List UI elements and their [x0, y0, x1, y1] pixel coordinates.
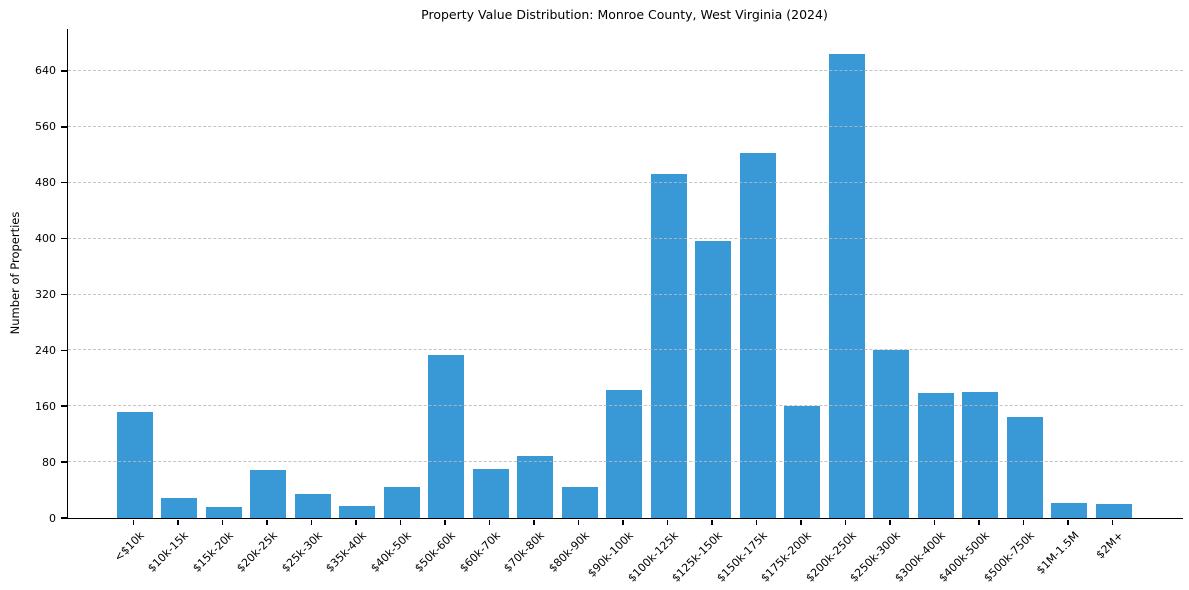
y-tick-mark-640	[61, 70, 67, 72]
x-tick-mark	[800, 520, 802, 525]
bar-$175k-200k	[784, 406, 820, 518]
x-tick-label: $60k-70k	[456, 529, 503, 575]
x-tick-label: $15k-20k	[189, 529, 236, 575]
bar-$100k-125k	[650, 173, 687, 518]
bar-$15k-20k	[205, 506, 242, 518]
bar-$20k-25k	[250, 469, 286, 518]
y-tick-mark-160	[61, 405, 67, 407]
x-tick-mark	[266, 520, 268, 525]
y-tick-mark-0	[61, 517, 67, 519]
gridline-y-240	[68, 349, 1183, 351]
x-tick-mark	[533, 520, 535, 525]
x-tick-mark	[577, 520, 580, 525]
bar-$40k-50k	[383, 487, 420, 518]
bar-$150k-175k	[739, 152, 776, 518]
x-tick-label: $40k-50k	[367, 529, 414, 575]
bar-$70k-80k	[517, 455, 553, 518]
y-tick-label-80: 80	[42, 455, 56, 469]
y-tick-label-320: 320	[35, 288, 56, 301]
y-tick-label-480: 480	[35, 176, 56, 190]
x-tick-mark	[844, 520, 847, 525]
x-tick-mark	[1111, 520, 1114, 525]
x-tick-mark	[666, 520, 669, 525]
x-tick-label: $35k-40k	[323, 529, 370, 575]
bar-$250k-300k	[873, 349, 909, 518]
x-tick-label: $50k-60k	[412, 529, 459, 575]
bar-$80k-90k	[561, 486, 598, 518]
gridline-y-480	[68, 181, 1183, 183]
bar-$2M+	[1095, 504, 1132, 518]
x-tick-mark	[177, 520, 179, 525]
bar-<$10k	[116, 411, 153, 518]
y-tick-mark-560	[61, 126, 67, 128]
y-axis-label: Number of Properties	[8, 211, 22, 335]
plot-area	[67, 29, 1183, 519]
bar-$60k-70k	[472, 469, 509, 518]
y-tick-label-240: 240	[35, 343, 56, 357]
bar-$35k-40k	[339, 506, 375, 518]
y-tick-label-400: 400	[35, 232, 56, 246]
bar-$200k-250k	[828, 54, 865, 518]
x-tick-mark	[310, 520, 313, 525]
bar-$400k-500k	[962, 391, 998, 518]
x-tick-mark	[889, 520, 891, 525]
x-tick-label: $2M+	[1093, 529, 1126, 562]
bar-$25k-30k	[294, 494, 331, 518]
x-tick-label: $20k-25k	[234, 529, 281, 575]
bar-$125k-150k	[695, 241, 731, 518]
x-tick-mark	[1022, 520, 1025, 525]
y-tick-label-0: 0	[49, 511, 56, 525]
x-tick-mark	[978, 520, 980, 525]
bar-$500k-750k	[1006, 416, 1043, 518]
x-tick-mark	[355, 520, 357, 525]
x-tick-mark	[399, 520, 402, 525]
y-tick-mark-240	[61, 349, 67, 352]
x-tick-mark	[488, 520, 491, 525]
x-tick-mark	[933, 520, 936, 525]
x-tick-mark	[1067, 520, 1069, 525]
y-tick-label-160: 160	[35, 399, 56, 413]
y-tick-label-560: 560	[35, 120, 56, 134]
x-tick-mark	[132, 520, 135, 525]
bar-$10k-15k	[161, 498, 197, 518]
x-tick-label: $80k-90k	[545, 529, 592, 575]
gridline-y-400	[68, 237, 1183, 239]
y-tick-mark-80	[61, 461, 67, 463]
x-tick-label: $1M-1.5M	[1033, 529, 1082, 577]
x-tick-mark	[755, 520, 758, 525]
bar-$1M-1.5M	[1051, 503, 1087, 518]
gridline-y-320	[68, 293, 1183, 295]
x-tick-mark	[711, 520, 713, 525]
x-tick-mark	[444, 520, 446, 525]
x-tick-label: <$10k	[111, 529, 147, 565]
x-tick-label: $25k-30k	[278, 529, 325, 575]
bar-$90k-100k	[606, 390, 642, 518]
y-tick-label-640: 640	[35, 64, 56, 78]
y-tick-mark-320	[61, 293, 67, 296]
bar-$300k-400k	[917, 393, 954, 518]
bar-$50k-60k	[428, 354, 464, 518]
chart-title: Property Value Distribution: Monroe Coun…	[421, 7, 828, 22]
x-tick-label: $10k-15k	[145, 529, 192, 575]
gridline-y-560	[68, 125, 1183, 127]
x-tick-label: $70k-80k	[501, 529, 548, 575]
y-tick-mark-480	[61, 181, 67, 184]
gridline-y-640	[68, 69, 1183, 71]
x-tick-mark	[221, 520, 224, 525]
x-tick-mark	[622, 520, 624, 525]
y-tick-mark-400	[61, 237, 67, 240]
